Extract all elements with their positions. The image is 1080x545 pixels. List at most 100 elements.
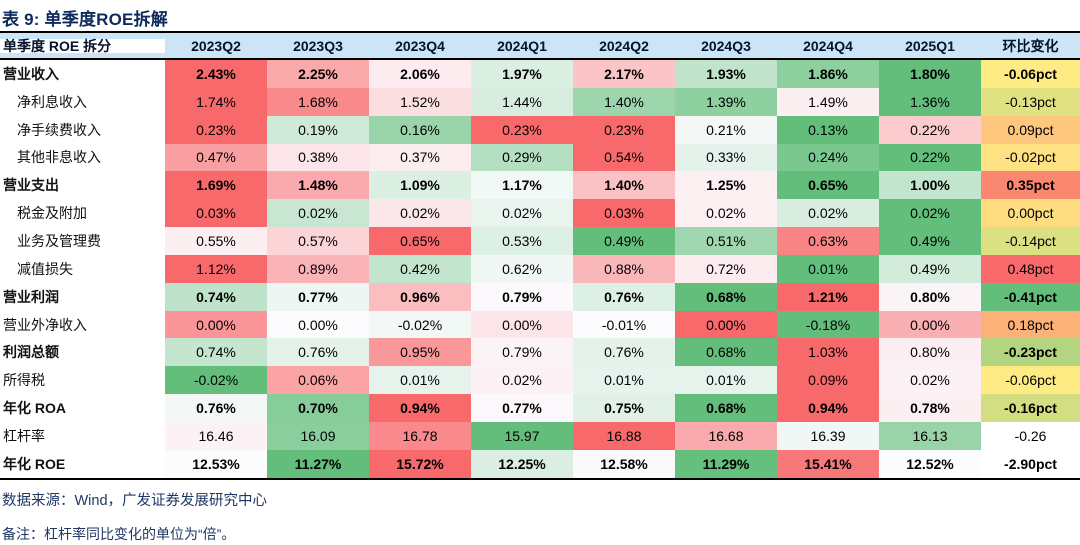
value-cell: 0.02% xyxy=(879,366,981,395)
value-cell: 0.94% xyxy=(777,394,879,422)
value-cell: 0.29% xyxy=(471,143,573,172)
value-cell: 0.00% xyxy=(165,310,267,339)
qoq-change-cell: -0.13pct xyxy=(981,87,1080,116)
value-cell: 0.02% xyxy=(471,199,573,228)
value-cell: 1.39% xyxy=(675,87,777,116)
header-column: 2024Q3 xyxy=(701,37,751,54)
value-cell: 1.25% xyxy=(675,171,777,200)
value-cell: 0.19% xyxy=(267,115,369,144)
value-cell: 0.68% xyxy=(675,282,777,311)
qoq-change-cell: -0.23pct xyxy=(981,338,1080,367)
value-cell: 15.97 xyxy=(471,421,573,450)
value-cell: 1.44% xyxy=(471,87,573,116)
value-cell: 0.00% xyxy=(471,310,573,339)
value-cell: 16.46 xyxy=(165,421,267,450)
qoq-change-cell: 0.35pct xyxy=(981,171,1080,200)
value-cell: 16.39 xyxy=(777,421,879,450)
value-cell: 2.25% xyxy=(267,60,369,88)
qoq-change-cell: -0.26 xyxy=(981,421,1080,450)
value-cell: 0.23% xyxy=(573,115,675,144)
table-row: 其他非息收入 0.47% 0.38% 0.37% 0.29% 0.54% 0.33% 0.24… xyxy=(0,143,1080,172)
value-cell: 0.76% xyxy=(267,338,369,367)
value-cell: 0.72% xyxy=(675,254,777,283)
value-cell: 1.80% xyxy=(879,60,981,88)
value-cell: 0.79% xyxy=(471,282,573,311)
value-cell: 0.42% xyxy=(369,254,471,283)
value-cell: 1.68% xyxy=(267,87,369,116)
value-cell: 1.69% xyxy=(165,171,267,200)
value-cell: 0.65% xyxy=(777,171,879,200)
value-cell: 0.16% xyxy=(369,115,471,144)
qoq-change-cell: 0.18pct xyxy=(981,310,1080,339)
value-cell: 11.29% xyxy=(675,449,777,478)
value-cell: 0.06% xyxy=(267,366,369,395)
table-row: 杠杆率 16.46 16.09 16.78 15.97 16.88 16.68 16.39 16… xyxy=(0,421,1080,450)
row-label: 业务及管理费 xyxy=(0,227,165,255)
qoq-change-cell: 0.48pct xyxy=(981,254,1080,283)
value-cell: 1.52% xyxy=(369,87,471,116)
value-cell: 0.89% xyxy=(267,254,369,283)
table-row: 业务及管理费 0.55% 0.57% 0.65% 0.53% 0.49% 0.51% 0.63… xyxy=(0,227,1080,255)
value-cell: 0.79% xyxy=(471,338,573,367)
value-cell: 1.12% xyxy=(165,254,267,283)
value-cell: 0.03% xyxy=(165,199,267,228)
value-cell: 0.62% xyxy=(471,254,573,283)
row-label: 营业收入 xyxy=(0,60,165,88)
value-cell: 0.51% xyxy=(675,227,777,255)
qoq-change-cell: -0.41pct xyxy=(981,282,1080,311)
value-cell: 0.88% xyxy=(573,254,675,283)
value-cell: 0.00% xyxy=(879,310,981,339)
value-cell: 1.86% xyxy=(777,60,879,88)
value-cell: 0.00% xyxy=(267,310,369,339)
value-cell: 1.97% xyxy=(471,60,573,88)
value-cell: 1.40% xyxy=(573,171,675,200)
value-cell: 0.47% xyxy=(165,143,267,172)
value-cell: 0.95% xyxy=(369,338,471,367)
row-label: 营业支出 xyxy=(0,171,165,200)
value-cell: 15.72% xyxy=(369,449,471,478)
value-cell: 1.09% xyxy=(369,171,471,200)
value-cell: 0.75% xyxy=(573,394,675,422)
value-cell: 12.58% xyxy=(573,449,675,478)
header-row: 单季度 ROE 拆分 2023Q2 2023Q3 2023Q4 2024Q1 2024Q2… xyxy=(0,33,1080,60)
value-cell: 0.63% xyxy=(777,227,879,255)
table-body: 营业收入 2.43% 2.25% 2.06% 1.97% 2.17% 1.93% 1.86% 1… xyxy=(0,60,1080,480)
value-cell: 0.02% xyxy=(267,199,369,228)
value-cell: 0.37% xyxy=(369,143,471,172)
value-cell: 11.27% xyxy=(267,449,369,478)
value-cell: 1.48% xyxy=(267,171,369,200)
qoq-change-cell: -0.16pct xyxy=(981,394,1080,422)
row-label: 其他非息收入 xyxy=(0,143,165,172)
value-cell: 1.03% xyxy=(777,338,879,367)
value-cell: 0.38% xyxy=(267,143,369,172)
table-row: 年化 ROA 0.76% 0.70% 0.94% 0.77% 0.75% 0.68% 0.94… xyxy=(0,394,1080,422)
table-row: 净手续费收入 0.23% 0.19% 0.16% 0.23% 0.23% 0.21% 0.13… xyxy=(0,115,1080,144)
value-cell: 1.40% xyxy=(573,87,675,116)
value-cell: 0.22% xyxy=(879,143,981,172)
value-cell: -0.18% xyxy=(777,310,879,339)
value-cell: 16.09 xyxy=(267,421,369,450)
header-column: 2024Q1 xyxy=(497,37,547,54)
value-cell: 0.70% xyxy=(267,394,369,422)
table-footer: 数据来源：Wind，广发证券发展研究中心 备注：杠杆率同比变化的单位为“倍”。 xyxy=(0,489,1080,544)
value-cell: 16.68 xyxy=(675,421,777,450)
value-cell: 0.80% xyxy=(879,338,981,367)
value-cell: 16.13 xyxy=(879,421,981,450)
value-cell: 0.13% xyxy=(777,115,879,144)
value-cell: 16.88 xyxy=(573,421,675,450)
value-cell: 1.17% xyxy=(471,171,573,200)
value-cell: 0.23% xyxy=(471,115,573,144)
value-cell: 0.78% xyxy=(879,394,981,422)
value-cell: -0.01% xyxy=(573,310,675,339)
data-source-note: 数据来源：Wind，广发证券发展研究中心 xyxy=(2,492,268,509)
value-cell: 2.06% xyxy=(369,60,471,88)
value-cell: -0.02% xyxy=(369,310,471,339)
value-cell: 0.74% xyxy=(165,338,267,367)
value-cell: 0.01% xyxy=(369,366,471,395)
roe-table: 单季度 ROE 拆分 2023Q2 2023Q3 2023Q4 2024Q1 2024Q2… xyxy=(0,31,1080,480)
value-cell: 0.02% xyxy=(471,366,573,395)
table-row: 利润总额 0.74% 0.76% 0.95% 0.79% 0.76% 0.68% 1.03% 0… xyxy=(0,338,1080,367)
row-label: 营业利润 xyxy=(0,282,165,311)
row-label: 年化 ROA xyxy=(0,394,165,422)
row-label: 净手续费收入 xyxy=(0,115,165,144)
